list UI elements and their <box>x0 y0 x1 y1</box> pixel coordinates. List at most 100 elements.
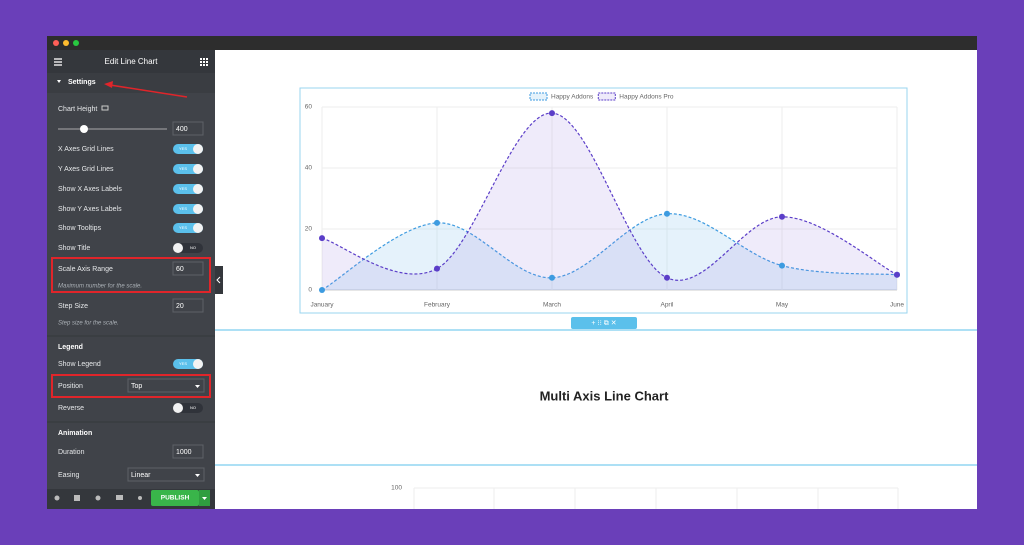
y-tick-label: 100 <box>391 485 402 492</box>
point[interactable] <box>434 219 440 226</box>
section-title: Multi Axis Line Chart <box>540 388 669 403</box>
control-label: Position <box>58 383 83 390</box>
select-box[interactable] <box>127 467 205 482</box>
toggle-text: NO <box>190 245 196 250</box>
point[interactable] <box>319 287 325 293</box>
slider-knob[interactable] <box>80 125 88 133</box>
collapse-icon <box>216 276 221 284</box>
input-value: 20 <box>176 303 184 310</box>
legend-label: Happy Addons Pro <box>619 94 674 101</box>
caret <box>57 80 61 83</box>
highlight <box>51 257 211 293</box>
select-caret <box>195 385 200 388</box>
toggle-knob <box>193 184 203 194</box>
control-label: Chart Height <box>58 106 97 113</box>
point[interactable] <box>319 235 325 242</box>
control-label: Show Tooltips <box>58 225 102 232</box>
control-note: Step size for the scale. <box>58 321 119 327</box>
input-box[interactable] <box>172 444 204 459</box>
toggle-knob <box>193 204 203 214</box>
y-tick-label: 20 <box>305 226 313 233</box>
toggle-knob <box>193 223 203 233</box>
toggle-knob <box>193 144 203 154</box>
toggle-knob <box>173 403 183 413</box>
x-tick-label: April <box>660 302 674 309</box>
y-tick-label: 0 <box>308 287 312 294</box>
section-header[interactable] <box>47 73 215 93</box>
control-label: Easing <box>58 472 80 479</box>
control-label: Reverse <box>58 405 84 412</box>
legend-label: Happy Addons <box>551 94 594 101</box>
control-label: Y Axes Grid Lines <box>58 166 114 173</box>
publish-button[interactable] <box>151 490 199 506</box>
select-box[interactable] <box>127 378 205 393</box>
control-label: X Axes Grid Lines <box>58 146 114 153</box>
highlight <box>51 374 211 398</box>
max-dot[interactable] <box>73 40 79 46</box>
control-label: Show Y Axes Labels <box>58 206 122 213</box>
control-note: Maximum number for the scale. <box>58 284 142 290</box>
publish-caret <box>202 497 207 500</box>
input-value: 400 <box>176 126 188 133</box>
point[interactable] <box>894 271 900 278</box>
panel-title: Edit Line Chart <box>105 57 159 66</box>
point[interactable] <box>664 274 670 281</box>
x-tick-label: January <box>310 302 334 309</box>
y-tick-label: 60 <box>305 104 313 111</box>
point[interactable] <box>549 110 555 117</box>
point[interactable] <box>779 213 785 220</box>
toolbar-icons: + ⁝⁝ ⧉ ✕ <box>591 320 616 327</box>
point[interactable] <box>549 274 555 281</box>
toggle-text: YES <box>179 206 187 211</box>
legend-swatch[interactable] <box>597 92 616 101</box>
publish-label: PUBLISH <box>161 495 190 502</box>
toggle-knob <box>173 243 183 253</box>
select-value: Linear <box>131 472 151 479</box>
toggle-text: YES <box>179 225 187 230</box>
area <box>322 213 897 290</box>
x-tick-label: June <box>890 302 904 309</box>
area <box>322 113 897 290</box>
control-label: Show Title <box>58 245 90 252</box>
control-label: Step Size <box>58 303 88 310</box>
toggle-text: YES <box>179 166 187 171</box>
x-tick-label: February <box>424 302 451 309</box>
panel <box>47 50 215 509</box>
collapse-tab[interactable] <box>215 266 223 294</box>
point[interactable] <box>779 262 785 269</box>
toggle-text: YES <box>179 361 187 366</box>
toggle-knob <box>193 359 203 369</box>
footer-icons[interactable] <box>54 495 143 501</box>
section-toolbar[interactable] <box>571 317 637 329</box>
arrow-head <box>104 81 113 88</box>
grid-icon[interactable] <box>200 58 208 66</box>
input-value: 60 <box>176 266 184 273</box>
y-tick-label: 40 <box>305 165 313 172</box>
point[interactable] <box>664 210 670 217</box>
min-dot[interactable] <box>63 40 69 46</box>
panel-header <box>47 50 215 73</box>
input-value: 1000 <box>176 449 192 456</box>
chart-frame <box>299 87 908 314</box>
toggle-text: NO <box>190 405 196 410</box>
input-box[interactable] <box>172 121 204 136</box>
device-icon <box>101 105 109 111</box>
menu-icon[interactable] <box>54 58 62 66</box>
section-title: Settings <box>68 79 96 86</box>
x-tick-label: May <box>776 302 789 309</box>
control-label: Scale Axis Range <box>58 266 113 273</box>
control-label: Duration <box>58 449 85 456</box>
point[interactable] <box>434 265 440 272</box>
control-label: Show Legend <box>58 361 101 368</box>
x-tick-label: March <box>543 302 561 309</box>
toggle-text: YES <box>179 146 187 151</box>
group-heading: Legend <box>58 344 83 351</box>
input-box[interactable] <box>172 298 204 313</box>
input-box[interactable] <box>172 261 204 276</box>
legend-swatch[interactable] <box>529 92 548 101</box>
arrow <box>109 84 188 98</box>
close-dot[interactable] <box>53 40 59 46</box>
toggle-text: YES <box>179 186 187 191</box>
select-value: Top <box>131 383 142 390</box>
